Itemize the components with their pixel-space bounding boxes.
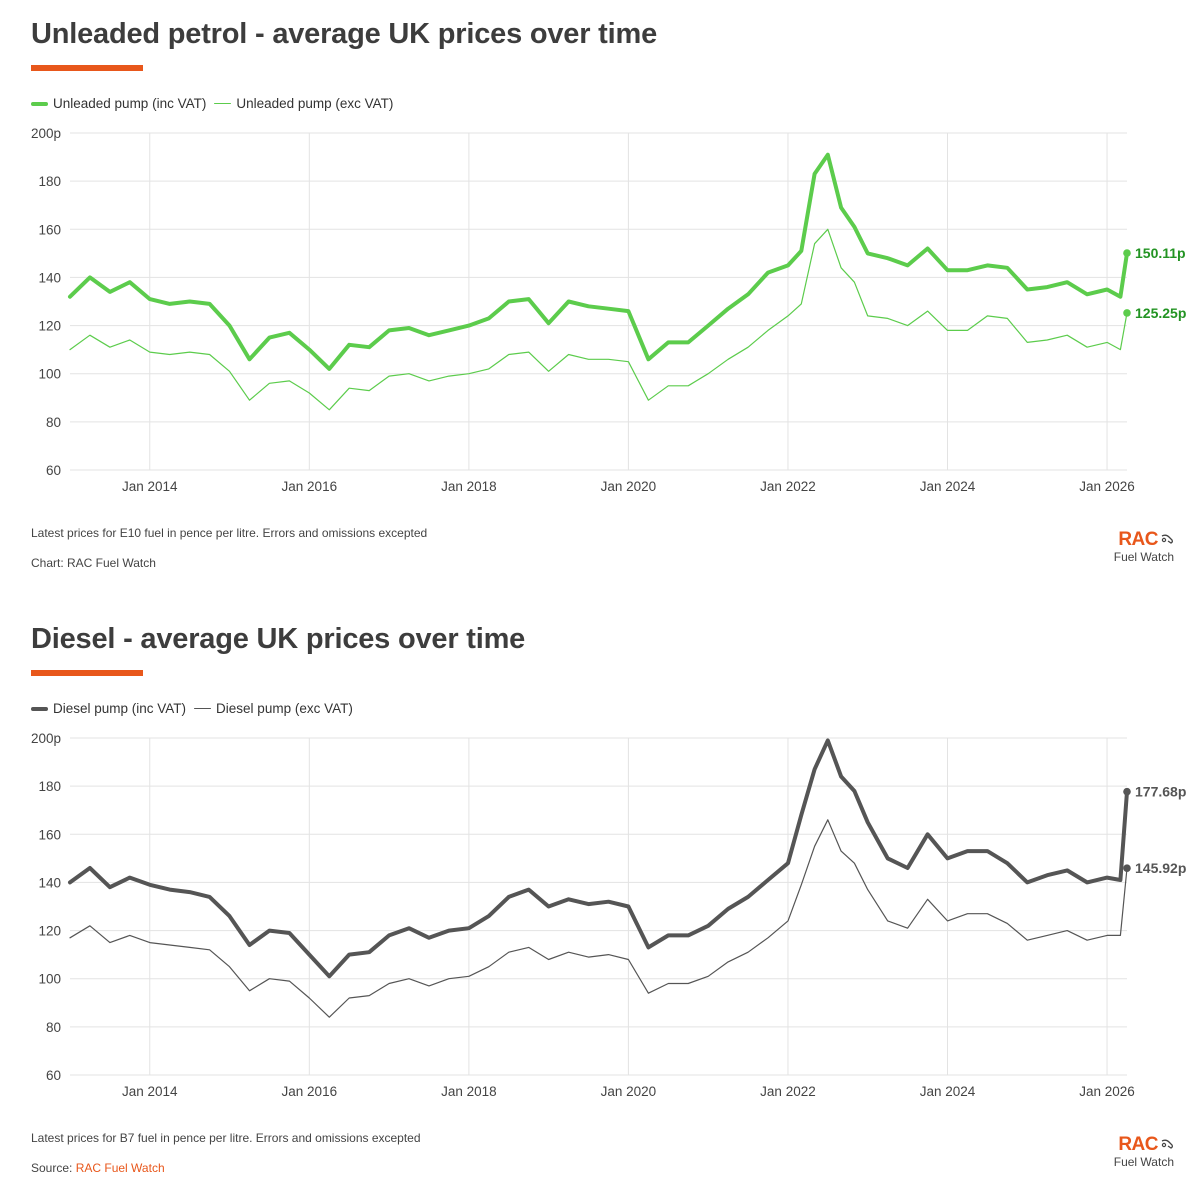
x-tick-label: Jan 2026 [1079,479,1135,494]
legend: Unleaded pump (inc VAT) Unleaded pump (e… [31,96,401,111]
series-end-label: 177.68p [1135,784,1186,800]
x-tick-label: Jan 2022 [760,479,816,494]
y-tick-label: 120 [38,924,61,939]
source-line: Chart: RAC Fuel Watch [31,556,156,570]
series-end-point [1123,249,1131,257]
legend-item-inc-vat: Unleaded pump (inc VAT) [31,96,206,111]
x-tick-label: Jan 2020 [601,479,657,494]
y-tick-label: 180 [38,779,61,794]
x-tick-label: Jan 2018 [441,479,497,494]
title-underline [31,65,143,71]
plot-area: 200p 180 160 140 120 100 80 60 Jan 2014 Jan 2016 J… [31,126,1186,494]
x-tick-label: Jan 2024 [920,1084,976,1099]
x-tick-label: Jan 2020 [601,1084,657,1099]
fuel-pump-icon [1161,1139,1173,1149]
legend-item-inc-vat: Diesel pump (inc VAT) [31,701,186,716]
y-tick-label: 200p [31,731,61,746]
rac-logo: RAC Fuel Watch [1104,1135,1174,1170]
y-tick-label: 200p [31,126,61,141]
legend-swatch-thick [31,706,48,711]
y-tick-label: 140 [38,270,61,285]
fuel-pump-icon [1161,534,1173,544]
legend-swatch-thin [194,708,212,709]
series-end-point [1123,787,1131,796]
y-tick-label: 160 [38,222,61,237]
legend-label: Diesel pump (exc VAT) [216,701,353,716]
y-tick-label: 60 [46,463,61,478]
legend-label: Diesel pump (inc VAT) [53,701,187,716]
logo-brand-text: RAC [1118,1134,1158,1155]
x-tick-label: Jan 2022 [760,1084,816,1099]
legend-item-exc-vat: Diesel pump (exc VAT) [194,701,353,716]
source-label: Source: [31,1161,76,1175]
series-end-label: 150.11p [1135,245,1186,261]
logo-brand-text: RAC [1118,529,1158,550]
source-link[interactable]: RAC Fuel Watch [75,1161,165,1175]
y-tick-label: 140 [38,875,61,890]
legend: Diesel pump (inc VAT) Diesel pump (exc V… [31,701,361,716]
legend-item-exc-vat: Unleaded pump (exc VAT) [214,96,393,111]
title-underline [31,670,143,676]
y-tick-label: 160 [38,827,61,842]
logo-brand: RAC [1118,1135,1174,1155]
x-tick-label: Jan 2016 [282,1084,338,1099]
source-line: Source: RAC Fuel Watch [31,1161,165,1175]
rac-logo: RAC Fuel Watch [1104,530,1174,565]
chart-panel-unleaded: Unleaded petrol - average UK prices over… [0,0,1200,593]
source-label: Chart: RAC Fuel Watch [31,556,156,570]
series-line-exc-vat [69,819,1128,1018]
y-tick-label: 120 [38,319,61,334]
series-line-inc-vat [68,152,1129,371]
x-tick-label: Jan 2018 [441,1084,497,1099]
series-end-point [1123,864,1131,872]
x-tick-label: Jan 2016 [282,479,338,494]
series-end-point [1123,309,1131,317]
y-tick-label: 100 [38,367,61,382]
x-tick-label: Jan 2014 [122,1084,178,1099]
logo-product: Fuel Watch [1113,550,1174,564]
y-tick-label: 60 [46,1068,61,1083]
series-line-inc-vat [68,738,1129,979]
x-tick-label: Jan 2024 [920,479,976,494]
series-end-label: 125.25p [1135,305,1186,321]
series-line-exc-vat [69,228,1128,411]
y-tick-label: 180 [38,174,61,189]
chart-title: Diesel - average UK prices over time [31,623,526,655]
chart-title: Unleaded petrol - average UK prices over… [31,18,657,50]
legend-label: Unleaded pump (exc VAT) [236,96,394,111]
x-tick-label: Jan 2014 [122,479,178,494]
chart-panel-diesel: Diesel - average UK prices over time Die… [0,605,1200,1198]
logo-product: Fuel Watch [1113,1155,1174,1169]
y-tick-label: 80 [46,1020,61,1035]
legend-swatch-thick [31,101,48,106]
logo-brand: RAC [1118,530,1174,550]
footnote: Latest prices for E10 fuel in pence per … [31,526,428,540]
footnote: Latest prices for B7 fuel in pence per l… [31,1131,421,1145]
legend-swatch-thin [214,103,232,104]
plot-area: 200p 180 160 140 120 100 80 60 Jan 2014 Jan 2016 J… [31,731,1186,1099]
legend-label: Unleaded pump (inc VAT) [53,96,207,111]
y-tick-label: 100 [38,972,61,987]
y-tick-label: 80 [46,415,61,430]
series-end-label: 145.92p [1135,860,1186,876]
x-tick-label: Jan 2026 [1079,1084,1135,1099]
